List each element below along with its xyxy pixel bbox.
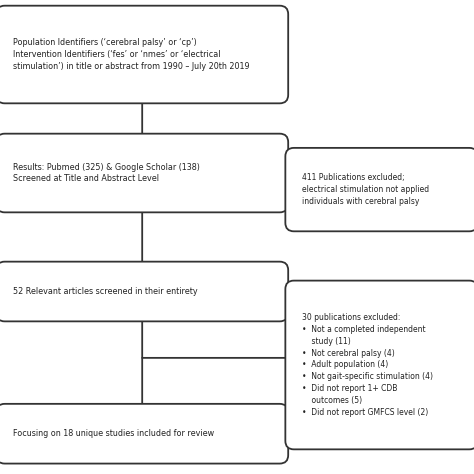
Text: 411 Publications excluded;
electrical stimulation not applied
individuals with c: 411 Publications excluded; electrical st…: [302, 173, 429, 206]
Text: Population Identifiers (‘cerebral palsy’ or ‘cp’)
Intervention Identifiers (‘fes: Population Identifiers (‘cerebral palsy’…: [13, 38, 250, 71]
FancyBboxPatch shape: [0, 262, 288, 321]
FancyBboxPatch shape: [285, 148, 474, 231]
FancyBboxPatch shape: [285, 281, 474, 449]
Text: Focusing on 18 unique studies included for review: Focusing on 18 unique studies included f…: [13, 429, 214, 438]
FancyBboxPatch shape: [0, 404, 288, 464]
FancyBboxPatch shape: [0, 134, 288, 212]
Text: Results: Pubmed (325) & Google Scholar (138)
Screened at Title and Abstract Leve: Results: Pubmed (325) & Google Scholar (…: [13, 163, 200, 183]
Text: 30 publications excluded:
•  Not a completed independent
    study (11)
•  Not c: 30 publications excluded: • Not a comple…: [302, 313, 433, 417]
Text: 52 Relevant articles screened in their entirety: 52 Relevant articles screened in their e…: [13, 287, 198, 296]
FancyBboxPatch shape: [0, 6, 288, 103]
